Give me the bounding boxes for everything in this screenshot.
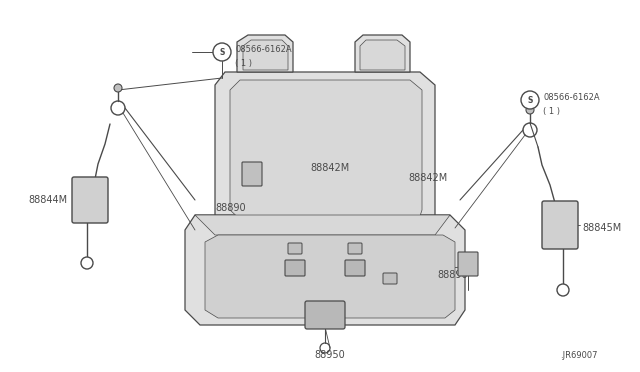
Polygon shape — [243, 40, 288, 70]
Polygon shape — [215, 72, 435, 235]
Text: S: S — [220, 48, 225, 57]
FancyBboxPatch shape — [542, 201, 578, 249]
Polygon shape — [355, 35, 410, 72]
FancyBboxPatch shape — [458, 252, 478, 276]
Text: 88842M: 88842M — [408, 173, 447, 183]
Text: 08566-6162A: 08566-6162A — [543, 93, 600, 102]
FancyBboxPatch shape — [383, 273, 397, 284]
Text: ( 1 ): ( 1 ) — [543, 106, 560, 115]
Text: 08566-6162A: 08566-6162A — [235, 45, 292, 54]
Text: ( 1 ): ( 1 ) — [235, 58, 252, 67]
Polygon shape — [230, 80, 422, 222]
Polygon shape — [237, 35, 293, 72]
Circle shape — [213, 43, 231, 61]
Polygon shape — [185, 215, 465, 325]
Circle shape — [521, 91, 539, 109]
Text: 88844M: 88844M — [28, 195, 67, 205]
Circle shape — [114, 84, 122, 92]
Text: 88950: 88950 — [315, 350, 346, 360]
Polygon shape — [195, 215, 450, 235]
Text: S: S — [527, 96, 532, 105]
Text: 88890: 88890 — [437, 270, 468, 280]
Circle shape — [526, 106, 534, 114]
Text: 88842M: 88842M — [310, 163, 349, 173]
Polygon shape — [360, 40, 405, 70]
FancyBboxPatch shape — [72, 177, 108, 223]
Text: 88845M: 88845M — [582, 223, 621, 233]
FancyBboxPatch shape — [242, 162, 262, 186]
Text: 88890: 88890 — [215, 203, 246, 213]
FancyBboxPatch shape — [345, 260, 365, 276]
FancyBboxPatch shape — [348, 243, 362, 254]
FancyBboxPatch shape — [305, 301, 345, 329]
FancyBboxPatch shape — [285, 260, 305, 276]
Polygon shape — [205, 235, 455, 318]
Text: .JR69007: .JR69007 — [560, 350, 598, 359]
FancyBboxPatch shape — [288, 243, 302, 254]
